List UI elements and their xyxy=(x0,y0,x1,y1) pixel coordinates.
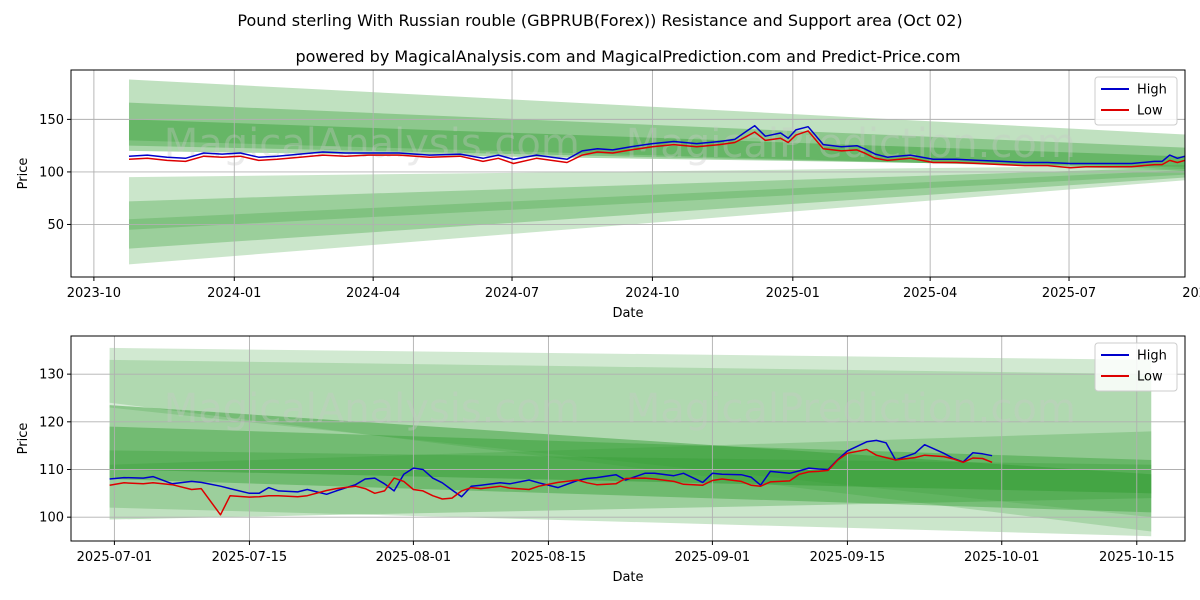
bottom-x-tick-label: 2025-09-01 xyxy=(675,550,751,565)
bottom-x-axis-label: Date xyxy=(612,570,643,585)
top-legend: High Low xyxy=(1094,76,1178,126)
top-legend-label-low: Low xyxy=(1137,104,1163,119)
bottom-x-tick-label: 2025-08-01 xyxy=(376,550,452,565)
bottom-legend-label-low: Low xyxy=(1137,370,1163,385)
top-x-tick-label: 2024-07 xyxy=(485,286,539,301)
bottom-support-resistance-band xyxy=(109,450,1152,520)
top-plot-background xyxy=(71,70,1185,277)
top-x-tick-label: 2024-04 xyxy=(346,286,400,301)
top-support-resistance-band xyxy=(128,170,1185,230)
bottom-series-low-line xyxy=(109,448,993,516)
bottom-axes-frame xyxy=(70,335,1186,542)
bottom-plot-content: MagicalAnalysis.com MagicalPrediction.com xyxy=(71,336,1185,541)
top-series-high-line xyxy=(128,124,1185,165)
top-support-resistance-band xyxy=(128,165,1185,265)
bottom-series-high-line xyxy=(109,439,993,498)
bottom-y-tick-label: 110 xyxy=(39,463,64,478)
top-axes-frame xyxy=(70,69,1186,278)
chart-title: Pound sterling With Russian rouble (GBPR… xyxy=(237,11,962,30)
bottom-legend: High Low xyxy=(1094,342,1178,392)
bottom-x-tick-label: 2025-07-15 xyxy=(212,550,288,565)
bottom-support-resistance-band xyxy=(109,405,1152,494)
bottom-x-tick-label: 2025-07-01 xyxy=(77,550,153,565)
top-support-resistance-band xyxy=(128,79,1185,171)
bottom-y-tick-label: 120 xyxy=(39,415,64,430)
top-legend-label-high: High xyxy=(1137,83,1167,98)
bottom-y-axis-label: Price xyxy=(16,423,31,455)
top-y-tick-label: 150 xyxy=(39,113,64,128)
bottom-plot-area: MagicalAnalysis.com MagicalPrediction.com… xyxy=(16,335,1186,585)
bottom-x-tick-label: 2025-10-01 xyxy=(964,550,1040,565)
bottom-watermark-analysis: MagicalAnalysis.com xyxy=(164,386,580,432)
top-x-tick-label: 2025-07 xyxy=(1042,286,1096,301)
chart-subtitle: powered by MagicalAnalysis.com and Magic… xyxy=(295,47,960,66)
top-y-axis-label: Price xyxy=(16,158,31,190)
top-y-tick-label: 100 xyxy=(39,165,64,180)
bottom-support-resistance-band xyxy=(109,359,1152,518)
top-plot-area: MagicalAnalysis.com MagicalPrediction.com… xyxy=(16,69,1200,321)
top-series-low-line xyxy=(128,130,1185,169)
bottom-x-tick-label: 2025-10-15 xyxy=(1099,550,1175,565)
top-watermark-analysis: MagicalAnalysis.com xyxy=(164,121,580,167)
bottom-x-tick-label: 2025-08-15 xyxy=(511,550,587,565)
top-y-tick-label: 50 xyxy=(47,218,64,233)
top-support-resistance-band xyxy=(128,167,1185,249)
bottom-y-tick-label: 130 xyxy=(39,368,64,383)
top-x-tick-label: 2023-10 xyxy=(67,286,121,301)
bottom-plot-background xyxy=(71,336,1185,541)
bottom-support-resistance-band xyxy=(109,347,1152,532)
top-plot-content: MagicalAnalysis.com MagicalPrediction.com xyxy=(71,70,1185,277)
top-x-axis-label: Date xyxy=(612,306,643,321)
bottom-x-tick-label: 2025-09-15 xyxy=(810,550,886,565)
top-x-tick-label: 2024-10 xyxy=(625,286,679,301)
top-x-tick-label: 2025-01 xyxy=(766,286,820,301)
bottom-y-tick-label: 100 xyxy=(39,511,64,526)
top-x-tick-label: 2024-01 xyxy=(207,286,261,301)
top-x-tick-label: 2025-10 xyxy=(1182,286,1200,301)
bottom-watermark-prediction: MagicalPrediction.com xyxy=(626,386,1076,432)
top-x-tick-label: 2025-04 xyxy=(903,286,957,301)
bottom-support-resistance-band xyxy=(109,431,1152,537)
bottom-legend-label-high: High xyxy=(1137,349,1167,364)
